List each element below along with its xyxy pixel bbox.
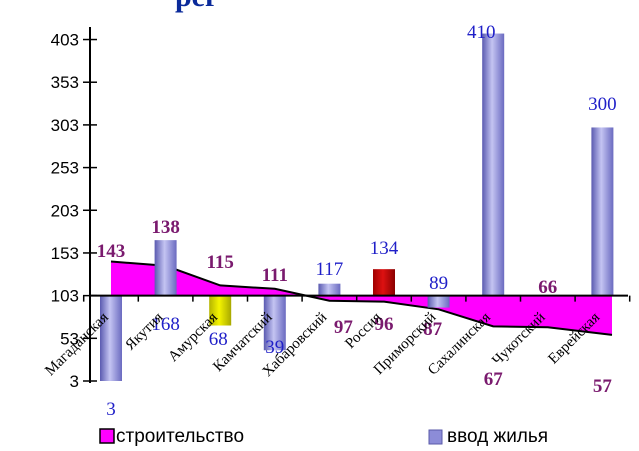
bar-1 <box>100 295 122 381</box>
area-value-label-2: 138 <box>151 217 180 238</box>
area-value-label-4: 111 <box>262 265 288 286</box>
bar-8 <box>482 33 505 296</box>
legend-bars-label: ввод жилья <box>447 426 548 447</box>
bar-5 <box>318 283 341 296</box>
y-tick-label-3: 103 <box>51 287 79 306</box>
y-tick-label-2: 53 <box>60 329 79 348</box>
bar-value-label-6: 134 <box>370 238 399 259</box>
y-tick-label-4: 153 <box>51 244 79 263</box>
bar-2 <box>154 240 177 296</box>
y-tick-label-1: 3 <box>70 372 79 391</box>
y-tick-label-8: 353 <box>51 73 79 92</box>
area-value-label-6: 96 <box>375 314 394 335</box>
bar-3 <box>209 295 232 326</box>
chart-title: рег <box>175 0 219 13</box>
legend-area-label: строительство <box>116 426 244 447</box>
bar-4 <box>263 295 286 351</box>
bar-value-label-4: 39 <box>265 337 284 358</box>
area-value-label-3: 115 <box>206 252 233 273</box>
area-construction <box>111 261 612 335</box>
y-tick-label-5: 203 <box>51 201 79 220</box>
legend: строительство ввод жилья <box>99 426 548 447</box>
bar-7 <box>427 295 450 308</box>
legend-bars-swatch <box>428 429 443 445</box>
bar-value-label-5: 117 <box>316 259 344 280</box>
y-tick-label-7: 303 <box>51 116 79 135</box>
area-value-label-9: 66 <box>538 277 557 298</box>
area-value-label-8: 67 <box>484 369 504 390</box>
bar-value-label-1: 3 <box>106 399 116 420</box>
area-value-label-7: 87 <box>423 319 443 340</box>
bar-layer <box>100 33 614 381</box>
area-value-label-5: 97 <box>334 317 354 338</box>
bar-10 <box>591 127 614 296</box>
legend-area-swatch <box>99 428 115 444</box>
bar-value-label-2: 168 <box>151 314 180 335</box>
area-value-label-1: 143 <box>97 241 126 262</box>
y-tick-label-9: 403 <box>51 31 79 50</box>
bar-value-label-3: 68 <box>209 329 228 350</box>
bar-value-label-10: 300 <box>588 94 617 115</box>
label-layer: 3 168 68 39 117 134 89 410 300 143 138 115 111 97 96 87… <box>97 22 617 420</box>
area-value-label-10: 57 <box>593 376 613 397</box>
y-tick-label-6: 253 <box>51 159 79 178</box>
bar-6 <box>373 269 395 296</box>
bar-value-label-8: 410 <box>467 22 496 43</box>
bar-value-label-7: 89 <box>429 273 448 294</box>
